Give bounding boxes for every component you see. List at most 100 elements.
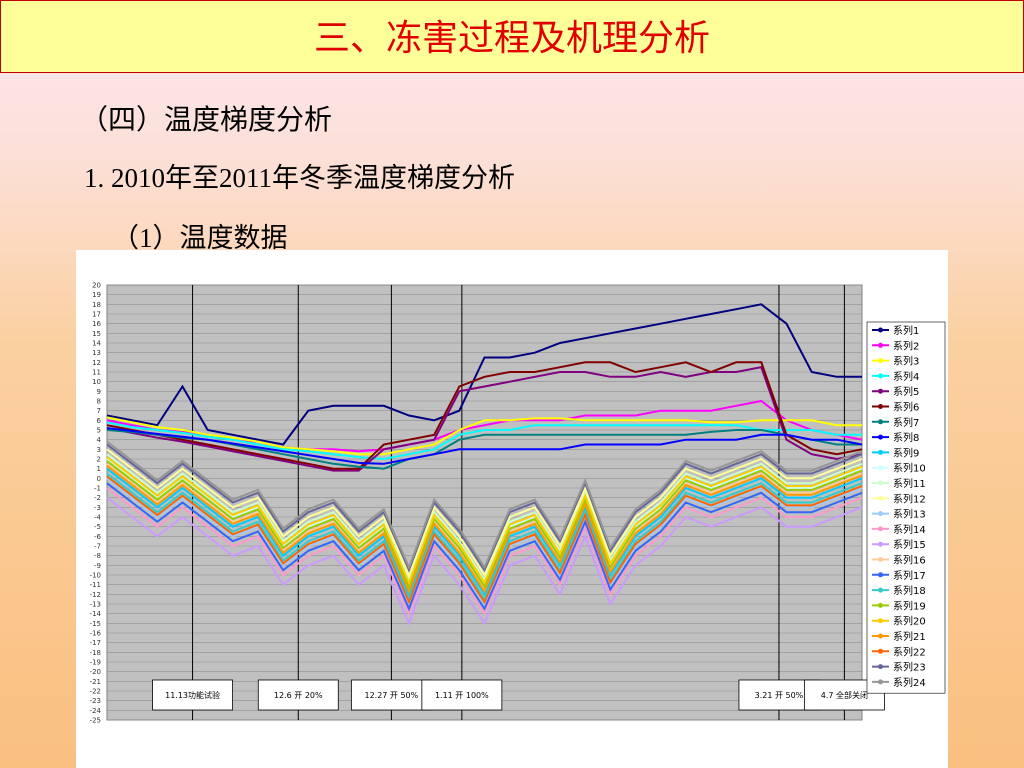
heading: （1）温度数据 — [112, 223, 288, 253]
y-tick-label: -11 — [90, 581, 101, 589]
series-line — [106, 416, 862, 456]
series-line — [106, 456, 863, 586]
y-tick-label: -13 — [90, 601, 101, 609]
y-tick-label: -23 — [90, 697, 101, 705]
y-tick-label: 17 — [92, 311, 101, 319]
legend-label: 系列21 — [893, 630, 926, 643]
legend-marker — [878, 342, 883, 348]
y-tick-label: -6 — [94, 533, 102, 541]
y-tick-label: 19 — [92, 291, 101, 299]
legend-marker — [878, 557, 883, 562]
legend-label: 系列16 — [893, 554, 926, 567]
series-line — [106, 472, 863, 602]
series-line — [106, 443, 863, 573]
series-line — [106, 453, 863, 583]
y-tick-label: 8 — [97, 398, 101, 406]
legend-label: 系列11 — [893, 477, 926, 490]
y-tick-label: 20 — [92, 282, 101, 290]
legend-marker — [878, 388, 883, 394]
y-tick-label: -12 — [90, 591, 101, 599]
annotation-label: 3.21 开 50% — [755, 691, 804, 700]
legend-box — [866, 321, 946, 694]
heading: 1. 2010年至2011年冬季温度梯度分析 — [84, 163, 515, 193]
series-line — [106, 467, 863, 597]
y-tick-label: -2 — [94, 494, 101, 502]
y-tick-label: -15 — [90, 620, 101, 628]
legend-marker — [878, 449, 883, 455]
series-line — [106, 482, 863, 612]
series-line — [106, 475, 863, 605]
legend-marker — [878, 526, 883, 532]
y-tick-label: -4 — [94, 514, 102, 522]
legend-marker — [878, 465, 883, 471]
y-tick-label: -25 — [90, 717, 101, 725]
y-tick-label: -5 — [94, 523, 101, 531]
y-tick-label: 2 — [97, 456, 101, 464]
y-tick-label: 14 — [92, 340, 101, 348]
legend-marker — [878, 648, 883, 654]
legend-label: 系列18 — [893, 584, 926, 597]
legend-label: 系列20 — [893, 615, 926, 628]
y-tick-label: -14 — [90, 610, 102, 618]
y-tick-label: -18 — [90, 649, 101, 657]
y-tick-label: -24 — [90, 707, 102, 715]
legend-label: 系列19 — [893, 599, 926, 612]
legend-marker — [878, 434, 883, 440]
legend-marker — [878, 511, 883, 517]
heading: （四）温度梯度分析 — [80, 105, 333, 136]
slide-title: 三、冻害过程及机理分析 — [0, 0, 1024, 73]
y-tick-label: -21 — [90, 678, 101, 686]
legend-marker — [878, 572, 883, 578]
annotation-label: 1.11 开 100% — [435, 691, 489, 700]
legend-label: 系列5 — [893, 385, 919, 398]
annotation-label: 12.27 开 50% — [364, 691, 418, 700]
annotation-box — [350, 679, 432, 711]
y-tick-label: -10 — [90, 572, 101, 580]
legend-label: 系列23 — [893, 661, 926, 674]
series-line — [106, 427, 863, 465]
chart: -25-24-23-22-21-20-19-18-17-16-15-14-13-… — [76, 250, 948, 768]
y-tick-label: 15 — [92, 330, 101, 338]
series-line — [106, 366, 863, 472]
legend-marker — [878, 618, 883, 624]
legend-label: 系列13 — [893, 508, 926, 521]
y-tick-label: -1 — [94, 485, 101, 493]
legend-label: 系列17 — [893, 569, 926, 582]
y-tick-label: 6 — [97, 417, 102, 425]
series-line — [106, 303, 862, 446]
series-line — [106, 448, 863, 578]
legend-marker — [878, 373, 883, 379]
annotation-box — [257, 679, 339, 711]
series-line — [106, 440, 863, 570]
y-tick-label: 10 — [92, 378, 101, 386]
y-tick-label: 7 — [97, 407, 101, 415]
y-tick-label: -19 — [90, 659, 101, 667]
legend-marker — [878, 480, 883, 486]
legend-label: 系列24 — [893, 676, 926, 689]
legend-marker — [878, 358, 883, 364]
legend-marker — [878, 404, 883, 409]
series-line — [106, 496, 863, 626]
series-line — [106, 477, 863, 607]
series-line — [106, 487, 863, 617]
y-tick-label: 13 — [92, 349, 101, 357]
legend-label: 系列6 — [893, 401, 919, 414]
legend-label: 系列2 — [893, 339, 919, 352]
legend-label: 系列15 — [893, 538, 926, 551]
legend-label: 系列3 — [893, 355, 919, 368]
legend-marker — [878, 419, 883, 425]
legend-label: 系列7 — [893, 416, 919, 429]
legend-marker — [878, 495, 883, 501]
y-tick-label: -22 — [90, 688, 101, 696]
legend-marker — [878, 602, 883, 608]
series-line — [106, 421, 862, 461]
y-tick-label: -3 — [94, 504, 101, 512]
legend-label: 系列22 — [893, 645, 926, 658]
series-line — [106, 460, 863, 590]
legend-marker — [878, 633, 883, 639]
y-tick-label: 4 — [97, 436, 102, 444]
legend-marker — [878, 327, 883, 333]
legend-label: 系列4 — [893, 370, 919, 383]
y-tick-label: 11 — [92, 369, 101, 377]
y-tick-label: 0 — [97, 475, 101, 483]
